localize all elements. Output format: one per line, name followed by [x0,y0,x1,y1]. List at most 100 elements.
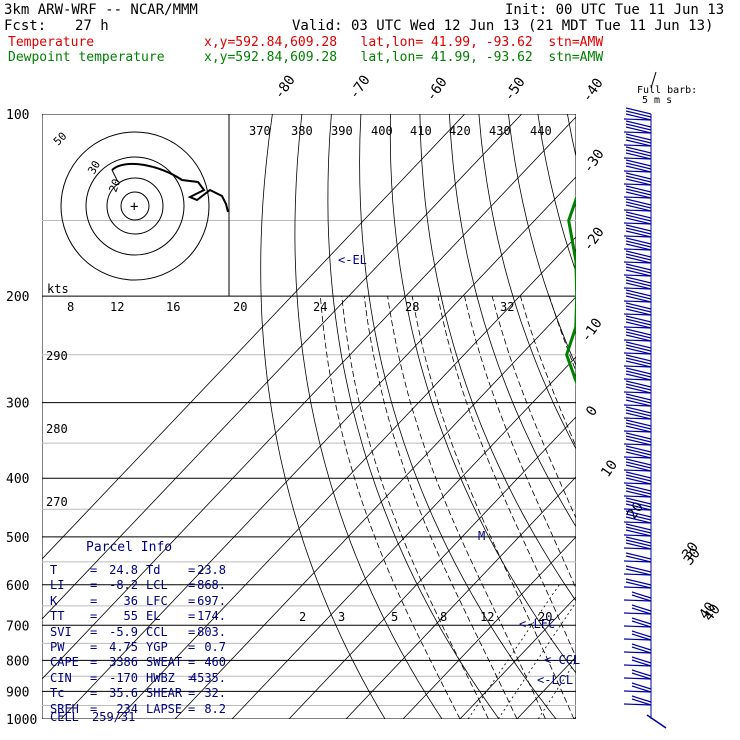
hodograph-ring-label: 50 [51,130,70,149]
wind-barb [623,354,652,368]
parcel-k2-4: CCL [146,624,168,639]
parcel-v2-9: 8.2 [204,701,226,716]
wind-barb-flag [625,396,652,404]
isotherm-label: -10 [578,315,606,345]
level-marker-lcl: <-LCL [537,673,573,687]
speed-scale-label: 24 [313,300,327,314]
wind-barb-flag [625,461,652,469]
wind-barb-flag [625,526,652,534]
wind-barb-flag [631,656,652,664]
wind-barb-flag [625,448,652,456]
wind-barb-flag [625,305,652,313]
moist-adiabat-line [411,296,575,719]
wind-barb-flag [625,302,652,310]
wind-barb-flag [625,477,652,485]
wind-barb-flag [625,198,652,206]
wind-barb-flag [625,523,652,531]
parcel-k2-0: Td [146,563,161,577]
wind-barb [623,536,652,550]
parcel-eq: = [90,563,98,577]
moist-adiabat-line [363,296,518,719]
parcel-eq: = [188,578,196,593]
wind-barb-flag [625,497,652,505]
wind-barb-shaft [623,521,652,524]
theta-label: 430 [489,124,511,138]
parcel-k1-1: LI [50,578,65,593]
wind-barb-flag [625,214,652,222]
hodograph-trace [111,162,229,213]
parcel-v1-1: -8.2 [109,578,138,593]
wind-barb-flag [625,539,652,547]
wind-barb-flag [625,191,652,199]
speed-scale-label: 28 [405,300,419,314]
wind-barb-shaft [623,209,652,212]
wind-barb-flag [625,510,652,518]
wind-barb-flag [631,604,652,612]
wind-barb [623,107,652,121]
wind-barb-flag [625,484,652,492]
wind-barb [623,458,652,472]
isotherm-line [231,356,576,719]
wind-barb-shaft [623,196,652,199]
wind-barb-flag [625,175,652,183]
hodograph-ring [85,156,185,256]
parcel-k1-0: T [50,563,58,577]
wind-barb [623,510,652,524]
dry-adiabat-line [260,114,386,719]
dry-adiabat-line [626,114,740,719]
dry-adiabat-line [294,114,443,719]
wind-barb-flag [631,633,652,641]
isotherm-label: 10 [598,457,621,480]
pressure-label: 700 [6,619,29,634]
wind-barb-shaft [623,170,652,173]
wind-barb [623,133,652,147]
parcel-v2-7: 4535. [189,670,226,685]
mixing-ratio-label: 3 [338,610,345,624]
wind-barb-flag [625,357,652,365]
moist-adiabat-line [320,296,461,719]
parcel-v1-9: 234 [116,701,138,716]
wind-barb-flag [625,172,652,180]
wind-barb [623,237,652,251]
wind-barb-flag [625,516,652,524]
wind-barb-shaft [623,261,652,264]
wind-barb-shaft [623,651,652,654]
wind-barb-flag [625,113,652,121]
moist-adiabat-line [579,296,740,719]
wind-barb-flag [625,360,652,368]
wind-barb-flag [631,672,652,680]
wind-barb-flag [625,250,652,258]
mixing-ratio-line [658,585,738,719]
wind-barb-flag [625,487,652,495]
wind-barb-flag [625,321,652,329]
wind-barb-shaft [623,430,652,433]
wind-barb-flag [625,399,652,407]
isotherm-label: -20 [580,224,608,254]
dewpoint-location: x,y=592.84,609.28 lat,lon= 41.99, -93.62… [204,50,604,65]
wind-barb [623,367,652,381]
wind-barb-flag [625,276,652,284]
wind-barb [623,617,652,628]
dry-adiabat-line [656,114,740,719]
parcel-v1-3: 55 [123,609,138,624]
wind-barb-shaft [623,287,652,290]
parcel-eq: = [188,593,196,608]
wind-barb-shaft [623,560,652,563]
wind-barb-flag [625,185,652,193]
wind-barb [623,445,652,459]
wind-barb-flag [625,165,652,173]
wind-barb-flag [631,698,652,706]
pressure-label: 600 [6,579,29,594]
parcel-k1-7: CIN [50,670,72,685]
parcel-k2-1: LCL [146,578,168,593]
parcel-v2-6: 460 [204,655,226,670]
wind-barb [623,198,652,212]
isotherm-label: -60 [423,74,451,104]
wind-barb-flag [625,490,652,498]
wind-barb-flag [625,451,652,459]
wind-barb-flag [625,500,652,508]
wind-barb [623,484,652,498]
level-marker-m: M [478,529,485,543]
hodograph-ring-label: 20 [107,177,124,194]
wind-barb-flag [625,529,652,537]
